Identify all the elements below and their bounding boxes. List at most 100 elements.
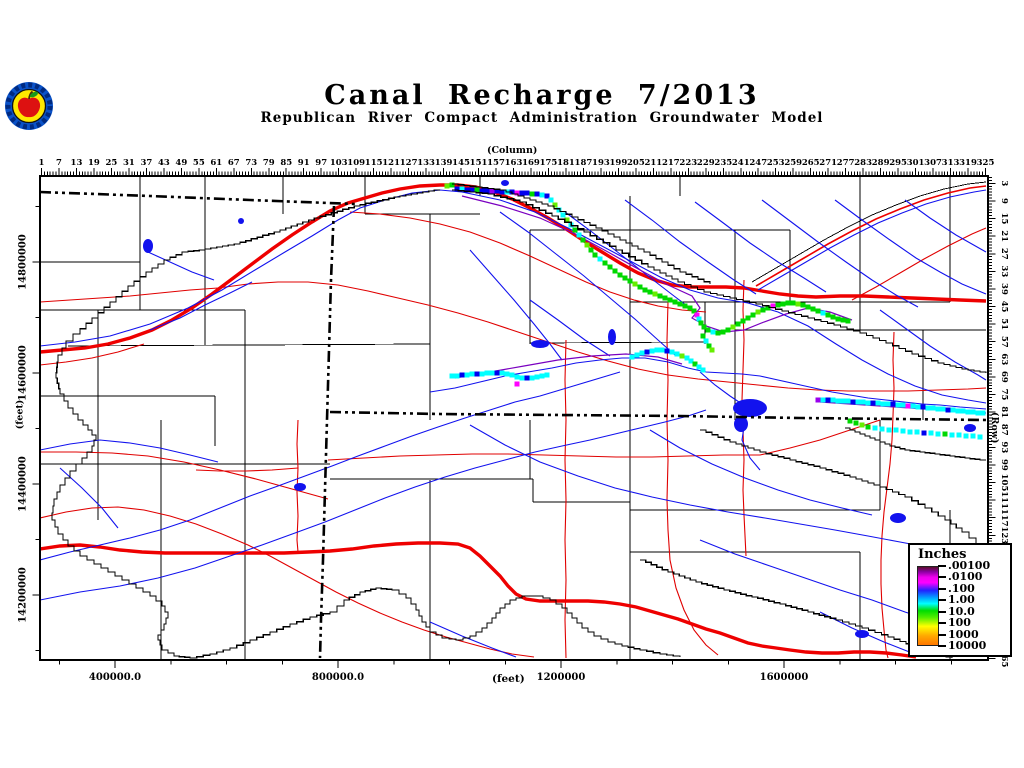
tick-label: 63	[999, 353, 1009, 365]
recharge-cell	[459, 186, 465, 192]
recharge-cell	[945, 407, 951, 413]
state-borders-path	[318, 205, 336, 659]
tick-label: 325	[977, 158, 995, 168]
tick-label: 253	[767, 158, 785, 168]
recharge-cell	[860, 399, 866, 405]
recharge-cell	[825, 397, 831, 403]
recharge-cell	[942, 431, 948, 437]
recharge-cell	[703, 338, 709, 344]
highway-med	[755, 185, 987, 287]
recharge-cell	[489, 370, 495, 376]
recharge-cell	[524, 375, 530, 381]
recharge-cell	[845, 398, 851, 404]
tick-label: 1200000	[537, 672, 586, 683]
recharge-cell	[770, 303, 776, 309]
recharge-cell	[637, 284, 643, 290]
rivers-path	[529, 299, 611, 357]
recharge-cell	[928, 430, 934, 436]
state-borders-path	[329, 410, 987, 422]
tick-label: 175	[540, 158, 558, 168]
tick-label: 93	[999, 441, 1009, 453]
recharge-cell	[745, 315, 751, 321]
tick-label: 79	[263, 158, 275, 168]
rivers-path	[694, 201, 827, 293]
recharge-cell	[654, 347, 660, 353]
recharge-cell	[706, 343, 712, 349]
recharge-cell	[679, 353, 685, 359]
apple-stem-icon	[28, 90, 34, 100]
recharge-cell	[548, 197, 554, 203]
tick-label: 187	[575, 158, 593, 168]
recharge-cell	[865, 400, 871, 406]
tick-label: 99	[999, 459, 1009, 471]
recharge-cell	[647, 289, 653, 295]
recharge-cell	[576, 232, 582, 238]
tick-label: 67	[228, 158, 240, 168]
recharge-cell	[444, 183, 450, 189]
recharge-cell	[524, 190, 530, 196]
recharge-cell	[905, 403, 911, 409]
recharge-cell	[592, 252, 598, 258]
highway-thick-path	[40, 541, 917, 659]
apple-leaf-icon	[29, 91, 39, 98]
recharge-cell	[977, 434, 983, 440]
map-subtitle: Republican River Compact Administration …	[260, 110, 824, 126]
tick-label: 1	[39, 158, 45, 168]
recharge-cell	[607, 264, 613, 270]
roads-thin-path	[327, 419, 881, 461]
tick-label: 229	[697, 158, 715, 168]
recharge-cell	[649, 348, 655, 354]
rivers-path	[761, 199, 919, 308]
legend-color-scale	[917, 566, 939, 646]
recharge-cell	[963, 433, 969, 439]
recharge-cell	[914, 429, 920, 435]
recharge-cell	[840, 398, 846, 404]
recharge-cell	[949, 432, 955, 438]
tick-label: 7	[56, 158, 62, 168]
recharge-cell	[859, 422, 865, 428]
tick-label: 223	[679, 158, 697, 168]
recharge-cell	[544, 372, 550, 378]
recharge-cell	[785, 300, 791, 306]
recharge-cell	[879, 426, 885, 432]
recharge-cell	[449, 182, 455, 188]
recharge-cell	[657, 293, 663, 299]
tick-label: 165	[999, 650, 1009, 668]
tick-label: 121	[382, 158, 400, 168]
recharge-cell	[696, 316, 702, 322]
recharge-cell	[509, 372, 515, 378]
recharge-cell	[847, 418, 853, 424]
county-lines-path	[751, 181, 987, 283]
tick-label: 14200000	[18, 567, 29, 623]
tick-label: 73	[245, 158, 257, 168]
recharge-cell	[890, 401, 896, 407]
tick-label: 14400000	[18, 456, 29, 512]
tick-label: 265	[802, 158, 820, 168]
recharge-cell	[572, 227, 578, 233]
tick-label: 163	[505, 158, 523, 168]
legend-tick	[938, 587, 946, 590]
rivers-path	[564, 211, 699, 315]
rivers-path	[429, 357, 987, 410]
tick-label: 151	[470, 158, 488, 168]
legend-value: .0100	[948, 570, 983, 584]
recharge-cell	[907, 429, 913, 435]
recharge-cell	[474, 371, 480, 377]
recharge-cell	[652, 291, 658, 297]
tick-label: 51	[999, 318, 1009, 330]
rivers-path	[40, 409, 707, 601]
highway-thick	[40, 183, 987, 659]
recharge-cell	[556, 207, 562, 213]
recharge-cell	[454, 373, 460, 379]
recharge-cell	[720, 329, 726, 335]
recharge-cell	[494, 370, 500, 376]
lake	[890, 513, 906, 523]
tick-label: 145	[452, 158, 470, 168]
legend-box: Inches .00100.0100.100 1.00 10.0 100 1000 100…	[908, 543, 1012, 657]
tick-label: 123	[999, 526, 1009, 544]
column-axis-caption: (Column)	[487, 145, 538, 156]
legend-value: 10.0	[948, 604, 975, 618]
recharge-cell	[980, 410, 986, 416]
rivers-path	[699, 371, 743, 405]
roads-thin-path	[666, 301, 719, 656]
